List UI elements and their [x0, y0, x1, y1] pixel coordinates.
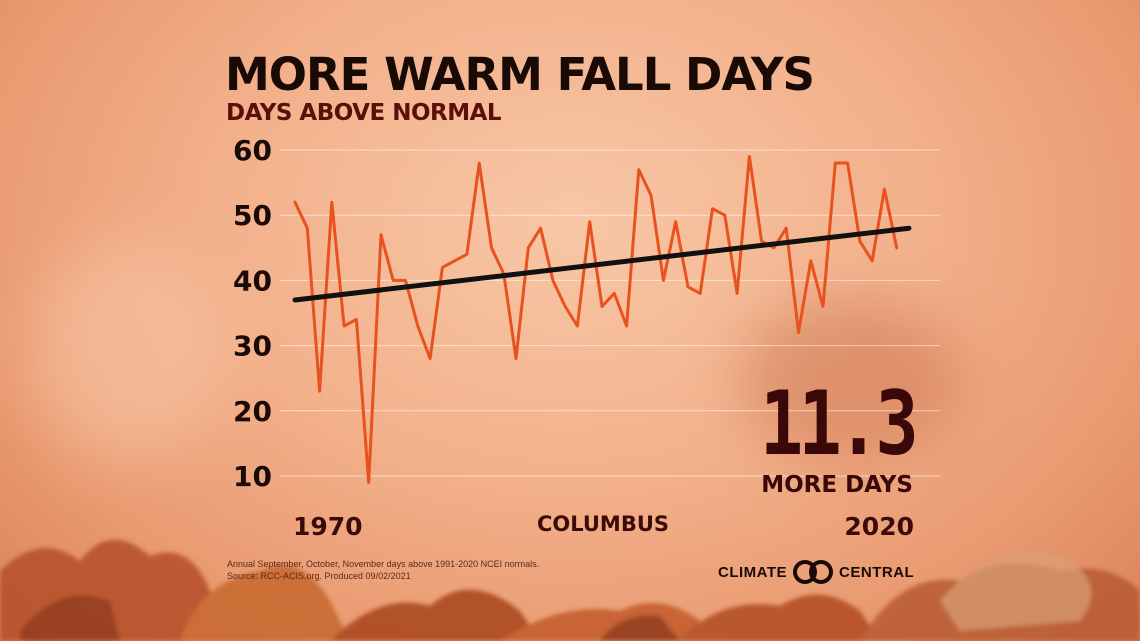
trend-line	[292, 225, 912, 303]
station-label: COLUMBUS	[537, 512, 669, 536]
chart-title: MORE WARM FALL DAYS	[225, 48, 815, 101]
background-glow	[30, 240, 230, 460]
y-tick-label: 50	[233, 199, 272, 232]
logo-text-left: CLIMATE	[718, 563, 788, 581]
footnote-line: Source: RCC-ACIS.org. Produced 09/02/202…	[227, 571, 411, 581]
x-axis-end-label: 2020	[844, 512, 914, 541]
callout-value: 11.3	[759, 372, 919, 475]
footnote-line: Annual September, October, November days…	[227, 559, 540, 569]
y-tick-label: 10	[233, 460, 272, 493]
footnote: Annual September, October, November days…	[227, 558, 539, 582]
logo-text-right: CENTRAL	[839, 563, 915, 581]
y-tick-label: 30	[233, 330, 272, 363]
climate-central-logo: CLIMATE CENTRAL	[718, 560, 914, 584]
background-glow	[740, 300, 960, 460]
y-axis-ticks: 60 50 40 30 20 10	[233, 134, 272, 493]
logo-rings-icon	[793, 560, 834, 584]
callout-unit: MORE DAYS	[761, 472, 913, 498]
x-axis-start-label: 1970	[293, 512, 363, 541]
y-tick-label: 60	[233, 134, 272, 167]
y-tick-label: 20	[233, 395, 272, 428]
chart-subtitle: DAYS ABOVE NORMAL	[226, 100, 502, 126]
autumn-leaves-decoration	[0, 539, 1140, 641]
y-tick-label: 40	[233, 264, 272, 297]
